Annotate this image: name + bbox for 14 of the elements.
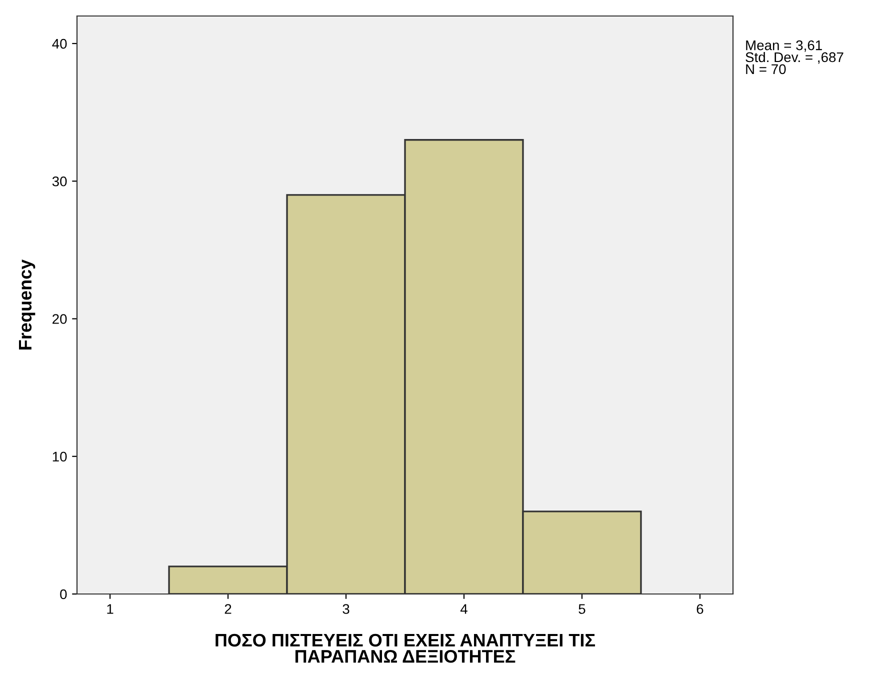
x-tick-label: 4	[460, 604, 468, 614]
x-tick-label: 1	[107, 604, 114, 614]
y-axis-title: Frequency	[18, 259, 36, 350]
x-tick-label: 5	[578, 604, 586, 614]
x-axis-title: ΠΟΣΟ ΠΙΣΤΕΥΕΙΣ ΟΤΙ ΕΧΕΙΣ ΑΝΑΠΤΥΞΕΙ ΤΙΣ ΠΑΡΑΠΑΝΩ ΔΕΞΙΟΤΗΤΕΣ	[216, 634, 596, 663]
y-tick-label: 30	[52, 176, 67, 186]
y-tick-label: 40	[52, 38, 67, 49]
x-tick-label: 3	[342, 604, 350, 614]
y-tick-label: 0	[60, 589, 67, 600]
x-tick-label: 6	[696, 604, 704, 614]
text: Mean = 3,61 Std. Dev. = ,687 N = 70	[746, 40, 844, 74]
y-tick-label: 10	[52, 452, 67, 462]
y-tick-label: 20	[52, 314, 67, 324]
x-tick-label: 2	[224, 604, 232, 614]
